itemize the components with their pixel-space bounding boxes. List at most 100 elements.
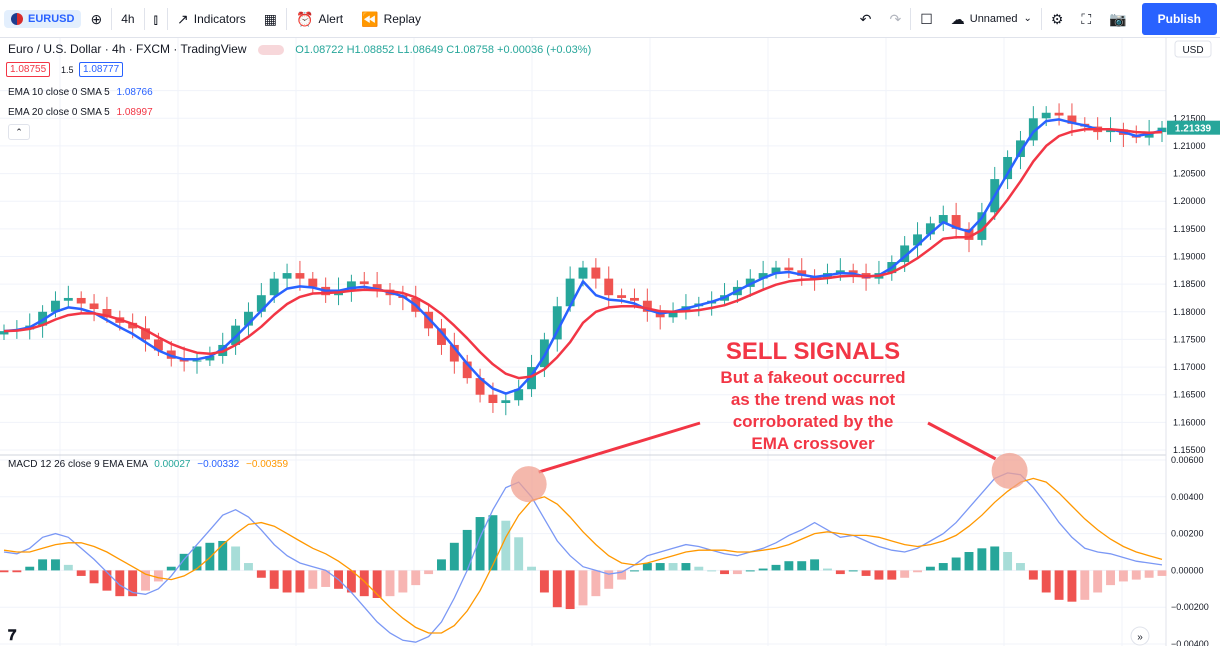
price-axis[interactable]: 1.21500 1.21000 1.20500 1.20000 1.19500 1.190… xyxy=(1173,113,1206,455)
redo-button[interactable]: ↷ xyxy=(880,0,910,38)
histogram-bar xyxy=(887,570,897,580)
interval-button[interactable]: 4h xyxy=(121,11,135,26)
histogram-bar xyxy=(231,546,241,571)
price-tick-label: 1.16500 xyxy=(1173,390,1206,400)
histogram-bar xyxy=(823,568,832,571)
price-tick-label: 1.21000 xyxy=(1173,141,1206,151)
legend-visibility-toggle[interactable] xyxy=(257,44,284,55)
histogram-bar xyxy=(1093,570,1103,593)
candle-body xyxy=(372,284,382,290)
snapshot-button[interactable]: 📷 xyxy=(1100,0,1135,38)
layout-menu-button[interactable]: ☁ Unnamed ⌄ xyxy=(942,0,1041,38)
macd-value-2: −0.00332 xyxy=(197,459,240,470)
histogram-bar xyxy=(758,568,768,571)
sell-price-button[interactable]: 1.08755 xyxy=(6,62,51,77)
candle-body xyxy=(1106,129,1115,133)
candle-body xyxy=(771,267,781,274)
histogram-bar xyxy=(359,570,369,597)
candle-body xyxy=(514,389,524,401)
last-price-background xyxy=(1167,120,1220,135)
macd-line xyxy=(3,472,1163,643)
candle-body xyxy=(76,297,86,304)
fullscreen-button[interactable]: ⛶ xyxy=(1072,0,1100,38)
annotation-line-3: corroborated by the xyxy=(733,412,894,431)
collapse-legend-button[interactable]: ⌃ xyxy=(8,124,30,140)
chart-type-button[interactable]: ⫾ xyxy=(145,0,167,38)
chevron-down-icon: ⌄ xyxy=(1023,12,1032,24)
settings-button[interactable]: ⚙ xyxy=(1042,0,1073,38)
currency-label: USD xyxy=(1182,45,1203,56)
fullscreen-layout-button[interactable]: ☐ xyxy=(911,0,942,38)
macd-legend[interactable]: MACD 12 26 close 9 EMA EMA 0.00027 −0.00… xyxy=(8,459,288,470)
candle-body xyxy=(797,270,807,276)
symbol-search-button[interactable]: EURUSD xyxy=(4,9,82,28)
annotation-overlay xyxy=(510,421,1028,503)
macd-tick-label: −0.00200 xyxy=(1171,602,1209,612)
candle-body xyxy=(1157,127,1167,133)
candle-body xyxy=(308,278,318,287)
candle-body xyxy=(668,311,678,318)
replay-button[interactable]: ⏪ Replay xyxy=(352,0,430,38)
histogram-bar xyxy=(308,570,318,589)
histogram-bar xyxy=(51,559,60,571)
macd-tick-label: 0.00200 xyxy=(1171,529,1204,539)
histogram-bar xyxy=(835,570,845,575)
histogram-bar xyxy=(707,570,717,572)
candle-body xyxy=(1054,112,1064,116)
toolbar-divider xyxy=(167,7,169,30)
indicators-label: Indicators xyxy=(193,11,246,26)
histogram-bar xyxy=(797,561,807,571)
candle-body xyxy=(1028,118,1038,141)
expand-icon: ⛶ xyxy=(1081,10,1092,27)
undo-button[interactable]: ↶ xyxy=(851,0,881,38)
candle-body xyxy=(346,281,356,290)
histogram-bar xyxy=(1028,570,1038,580)
histogram-bar xyxy=(745,570,755,572)
macd-tick-label: −0.00400 xyxy=(1171,639,1209,646)
currency-selector[interactable]: USD xyxy=(1174,40,1212,58)
toolbar-divider xyxy=(111,7,113,30)
indicators-button[interactable]: ↗ Indicators xyxy=(168,0,255,38)
histogram-bar xyxy=(1080,570,1090,600)
histogram-bar xyxy=(861,570,871,576)
candle-body xyxy=(437,328,446,345)
ema-slow-legend[interactable]: EMA 20 close 0 SMA 5 1.08997 xyxy=(8,107,153,118)
candle-body xyxy=(642,300,652,312)
last-price-value: 1.21339 xyxy=(1175,124,1212,135)
histogram-bar xyxy=(411,570,421,586)
candle-body xyxy=(269,278,279,296)
histogram-bar xyxy=(604,570,614,589)
macd-label: MACD 12 26 close 9 EMA EMA xyxy=(8,459,148,470)
publish-button[interactable]: Publish xyxy=(1141,2,1217,35)
scroll-to-realtime-button[interactable]: » xyxy=(1130,626,1150,646)
macd-axis[interactable]: 0.00600 0.00400 0.00200 0.00000 −0.00200 −0.0… xyxy=(1171,455,1209,646)
candle-body xyxy=(617,295,627,298)
candle-body xyxy=(1003,156,1013,180)
macd-tick-label: 0.00000 xyxy=(1171,565,1204,575)
ema-slow-label: EMA 20 close 0 SMA 5 xyxy=(8,107,110,118)
histogram-bar xyxy=(385,570,395,597)
templates-button[interactable]: ▦ xyxy=(255,0,286,38)
alert-button[interactable]: ⏰ Alert xyxy=(287,0,352,38)
histogram-bar xyxy=(38,559,48,571)
candle-body xyxy=(527,367,536,390)
candle-body xyxy=(630,297,639,301)
histogram-bar xyxy=(128,570,138,597)
candle-body xyxy=(244,311,253,326)
gear-icon: ⚙ xyxy=(1050,10,1064,27)
price-tick-label: 1.21500 xyxy=(1173,113,1206,123)
buy-price-button[interactable]: 1.08777 xyxy=(79,62,124,77)
macd-value-1: 0.00027 xyxy=(154,459,191,470)
redo-icon: ↷ xyxy=(889,10,902,27)
histogram-bar xyxy=(900,570,910,578)
histogram-bar xyxy=(617,570,627,580)
histogram-bar xyxy=(295,570,305,593)
ema-fast-legend[interactable]: EMA 10 close 0 SMA 5 1.08766 xyxy=(8,87,153,98)
compare-button[interactable]: ⊕ xyxy=(81,0,111,38)
symbol-label: EURUSD xyxy=(28,12,75,25)
macd-tick-label: 0.00600 xyxy=(1171,455,1204,465)
histogram-bar xyxy=(771,564,781,571)
chart-canvas[interactable]: 1.21500 1.21000 1.20500 1.20000 1.19500 1.190… xyxy=(0,38,1220,646)
price-tick-label: 1.20000 xyxy=(1173,196,1206,206)
candle-body xyxy=(205,356,215,361)
